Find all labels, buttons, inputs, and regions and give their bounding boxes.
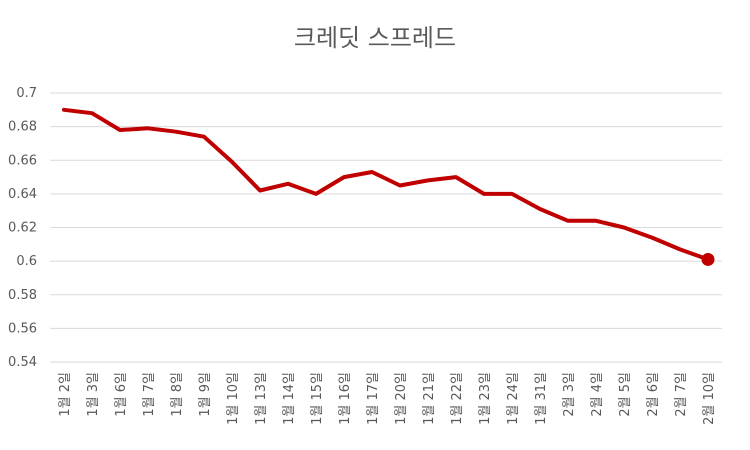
x-tick-label: 2월 6일 [646, 372, 661, 417]
x-tick-label: 2월 7일 [674, 372, 689, 417]
y-tick-label: 0.62 [8, 221, 37, 236]
y-tick-label: 0.54 [8, 355, 37, 370]
x-tick-label: 1월 14일 [282, 372, 297, 425]
x-tick-label: 1월 23일 [478, 372, 493, 425]
y-tick-label: 0.56 [8, 321, 37, 336]
x-tick-label: 1월 3일 [86, 372, 101, 417]
x-tick-label: 1월 21일 [422, 372, 437, 425]
x-tick-label: 1월 24일 [506, 372, 521, 425]
x-tick-label: 1월 20일 [394, 372, 409, 425]
x-tick-label: 2월 5일 [618, 372, 633, 417]
x-tick-label: 1월 16일 [338, 372, 353, 425]
x-tick-label: 1월 31일 [534, 372, 549, 425]
x-tick-label: 2월 3일 [562, 372, 577, 417]
x-tick-label: 1월 15일 [310, 372, 325, 425]
x-tick-label: 1월 6일 [114, 372, 129, 417]
y-tick-label: 0.7 [16, 86, 37, 101]
chart-title: 크레딧 스프레드 [293, 24, 457, 52]
x-tick-label: 1월 10일 [226, 372, 241, 425]
end-point-marker [701, 252, 715, 266]
x-tick-label: 1월 8일 [170, 372, 185, 417]
x-tick-label: 2월 10일 [702, 372, 717, 425]
y-tick-label: 0.66 [8, 153, 37, 168]
x-tick-label: 1월 22일 [450, 372, 465, 425]
y-tick-label: 0.6 [16, 254, 37, 269]
x-tick-label: 1월 2일 [58, 372, 73, 417]
y-tick-label: 0.64 [8, 187, 37, 202]
x-tick-label: 1월 9일 [198, 372, 213, 417]
y-tick-label: 0.68 [8, 120, 37, 135]
x-tick-label: 1월 17일 [366, 372, 381, 425]
y-tick-label: 0.58 [8, 288, 37, 303]
x-tick-label: 1월 7일 [142, 372, 157, 417]
series-line [62, 107, 710, 262]
x-tick-label: 2월 4일 [590, 372, 605, 417]
x-tick-label: 1월 13일 [254, 372, 269, 425]
